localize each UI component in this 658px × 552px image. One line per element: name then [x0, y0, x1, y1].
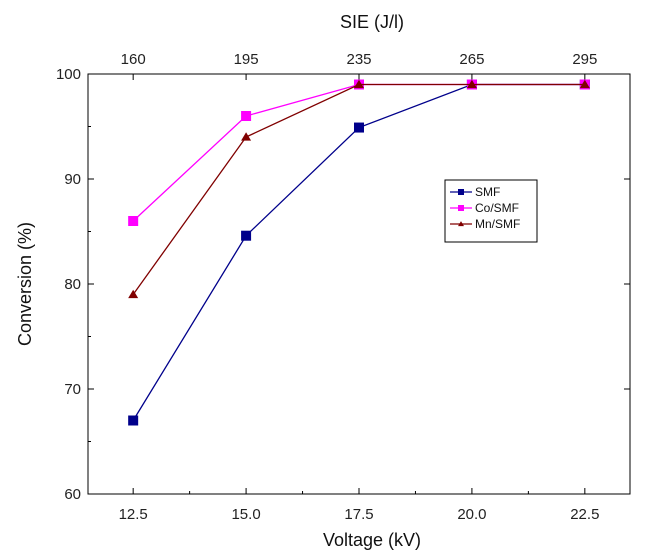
legend-label: SMF [475, 185, 500, 199]
data-point-co-smf [241, 111, 252, 121]
top-tick-label: 295 [572, 51, 597, 68]
series-line-smf [132, 83, 585, 421]
top-tick-label: 235 [346, 51, 371, 68]
top-tick-label: 265 [459, 51, 484, 68]
plot-frame [87, 73, 631, 495]
legend-marker [458, 221, 464, 227]
y-tick-label: 70 [64, 381, 81, 398]
plot-frame-rect [87, 73, 631, 495]
x-tick-label: 15.0 [231, 506, 260, 523]
x-tick-label: 12.5 [119, 506, 148, 523]
data-point-mn-smf [579, 79, 590, 89]
legend: SMF Co/SMF Mn/SMF [444, 179, 538, 243]
legend-item: Co/SMF [450, 201, 519, 215]
y-axis-title: Conversion (%) [15, 222, 35, 346]
y-tick-label: 60 [64, 486, 81, 503]
legend-label: Co/SMF [475, 201, 519, 215]
legend-label: Mn/SMF [475, 217, 520, 231]
series-smf [128, 79, 590, 426]
x-tick-label: 20.0 [457, 506, 486, 523]
data-point-mn-smf [354, 79, 364, 89]
bottom-axis: 12.5 15.0 17.5 20.0 22.5 [119, 488, 599, 523]
top-axis-title: SIE (J/l) [340, 12, 404, 32]
data-point-mn-smf [128, 289, 139, 299]
top-tick-label: 160 [121, 51, 146, 68]
x-tick-label: 17.5 [344, 506, 373, 523]
y-tick-label: 90 [64, 171, 81, 188]
left-axis: 60 70 80 90 100 [56, 66, 630, 503]
y-tick-label: 100 [56, 66, 81, 83]
series-layer [128, 79, 590, 426]
y-tick-label: 80 [64, 276, 81, 293]
data-point-smf [354, 122, 364, 133]
x-tick-label: 22.5 [570, 506, 599, 523]
top-tick-label: 195 [234, 51, 259, 68]
legend-item: Mn/SMF [450, 217, 520, 231]
top-axis: 160 195 235 265 295 [121, 51, 597, 80]
data-point-mn-smf [241, 132, 252, 141]
data-point-smf [128, 415, 139, 426]
series-mn-smf [128, 79, 590, 299]
data-point-co-smf [128, 216, 139, 226]
x-axis-title: Voltage (kV) [323, 530, 421, 550]
legend-item: SMF [450, 185, 500, 199]
data-point-smf [241, 230, 252, 241]
data-point-mn-smf [466, 79, 477, 89]
legend-marker [458, 189, 464, 195]
legend-marker [458, 205, 464, 211]
